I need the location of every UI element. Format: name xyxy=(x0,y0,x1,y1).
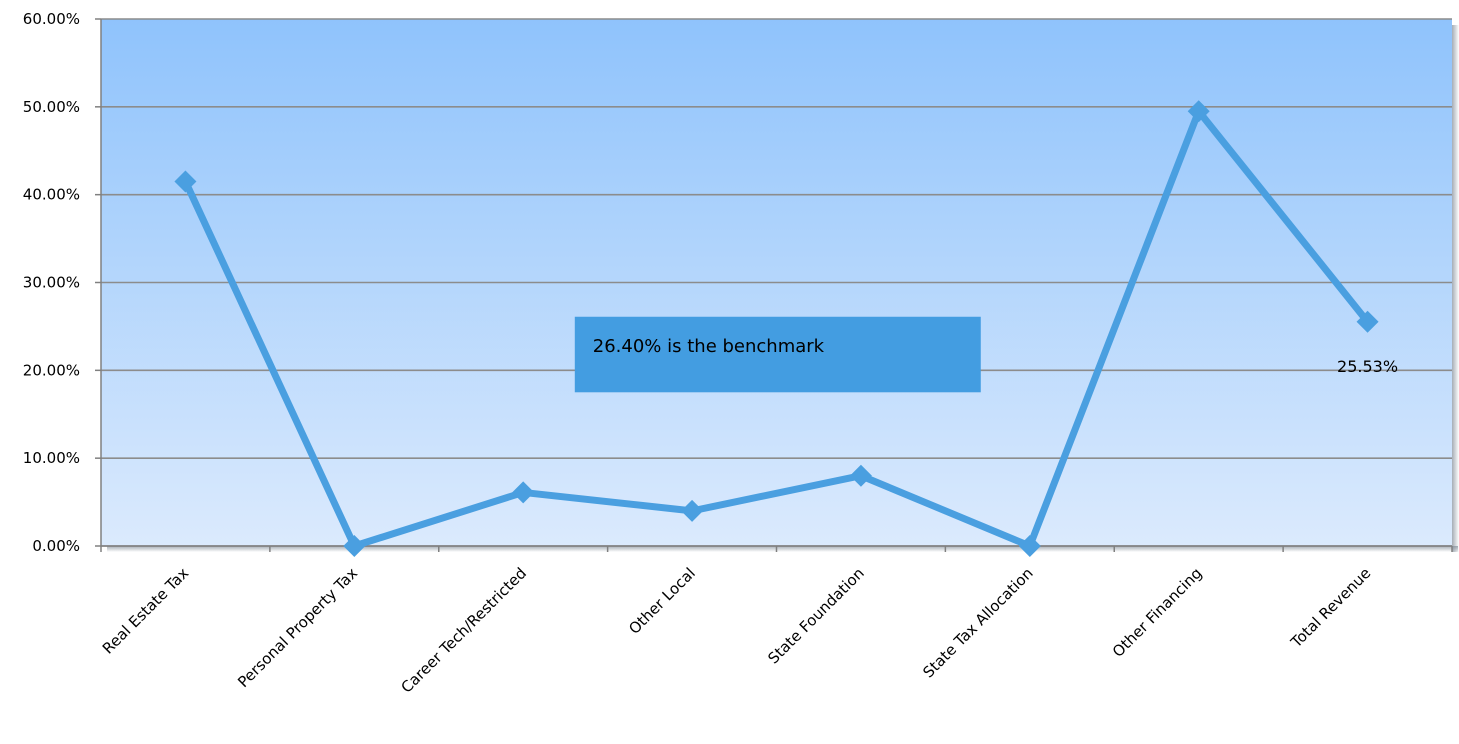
data-point-marker xyxy=(343,535,366,557)
x-tick-label: Career Tech/Restricted xyxy=(397,564,530,697)
x-tick-label: Other Local xyxy=(625,564,699,638)
data-point-marker xyxy=(174,170,197,193)
y-tick-label: 10.00% xyxy=(23,449,80,467)
data-point-marker xyxy=(1356,310,1379,333)
annotation-text: 26.40% is the benchmark xyxy=(593,336,825,357)
data-point-marker xyxy=(681,499,704,522)
x-tick-label: Personal Property Tax xyxy=(234,564,361,691)
data-label: 25.53% xyxy=(1337,357,1398,376)
plot-shadow-bottom xyxy=(107,546,1458,552)
y-tick-label: 60.00% xyxy=(23,10,80,28)
data-point-marker xyxy=(849,464,872,487)
y-tick-label: 40.00% xyxy=(23,186,80,204)
data-point-marker xyxy=(1187,100,1210,123)
plot-shadow-right xyxy=(1452,25,1459,552)
y-tick-label: 50.00% xyxy=(23,98,80,116)
x-tick-label: Other Financing xyxy=(1109,564,1206,661)
y-tick-label: 30.00% xyxy=(23,274,80,292)
y-tick-label: 0.00% xyxy=(32,537,80,555)
y-tick-label: 20.00% xyxy=(23,361,80,379)
x-tick-label: Total Revenue xyxy=(1287,564,1375,652)
annotation-box xyxy=(574,316,981,393)
x-tick-label: State Foundation xyxy=(764,564,867,667)
series-line xyxy=(181,107,1372,550)
data-point-marker xyxy=(1018,535,1041,557)
x-tick-label: Real Estate Tax xyxy=(99,564,192,657)
x-tick-label: State Tax Allocation xyxy=(919,564,1036,681)
data-point-marker xyxy=(512,481,535,504)
